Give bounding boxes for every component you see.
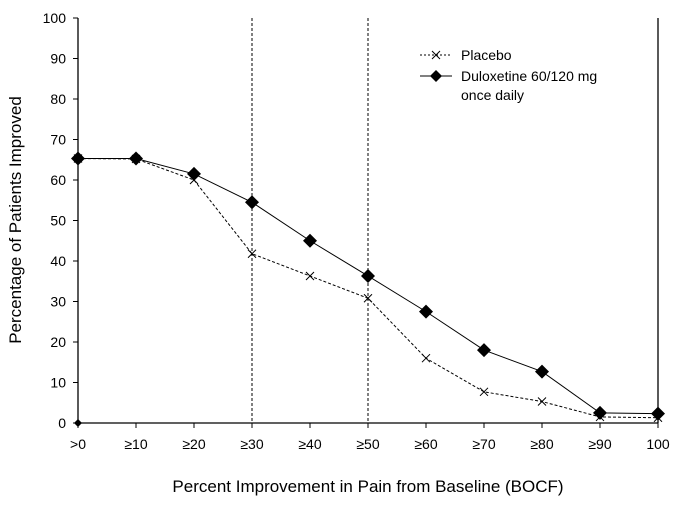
y-tick-label: 50 xyxy=(50,213,66,229)
x-tick-label: 100 xyxy=(646,436,670,452)
data-point-placebo xyxy=(421,353,431,363)
data-point-duloxetine xyxy=(71,151,85,166)
y-tick-label: 70 xyxy=(50,132,66,148)
data-point-placebo xyxy=(537,397,547,406)
x-tick-label: ≥70 xyxy=(472,436,495,452)
y-tick-label: 90 xyxy=(50,51,66,67)
y-tick-label: 20 xyxy=(50,334,66,350)
data-point-duloxetine xyxy=(187,166,201,181)
reference-lines xyxy=(74,18,369,427)
y-tick-label: 40 xyxy=(50,253,66,269)
data-point-duloxetine xyxy=(477,343,491,358)
x-tick-label: ≥60 xyxy=(414,436,437,452)
legend-placebo-label: Placebo xyxy=(461,47,512,63)
data-point-duloxetine xyxy=(419,304,433,319)
x-tick-label: ≥90 xyxy=(588,436,611,452)
data-point-duloxetine xyxy=(303,233,317,248)
data-point-placebo xyxy=(479,387,489,397)
x-tick-label: ≥80 xyxy=(530,436,553,452)
y-axis-label: Percentage of Patients Improved xyxy=(6,96,25,344)
data-point-duloxetine xyxy=(593,405,607,420)
data-point-duloxetine xyxy=(129,151,143,166)
axes: 0 10 20 30 40 50 60 70 80 90 100 >0 ≥10 ≥20 ≥30 ≥40 ≥50 ≥… xyxy=(43,10,670,452)
y-tick-label: 0 xyxy=(58,415,66,431)
data-point-duloxetine xyxy=(651,406,665,421)
legend-duloxetine-label-1: Duloxetine 60/120 mg xyxy=(461,68,597,84)
x-tick-label: ≥20 xyxy=(182,436,205,452)
series-group xyxy=(71,151,665,423)
data-point-placebo xyxy=(247,249,257,259)
x-tick-label: ≥50 xyxy=(356,436,379,452)
y-tick-label: 60 xyxy=(50,172,66,188)
y-tick-label: 80 xyxy=(50,91,66,107)
legend-duloxetine-label-2: once daily xyxy=(461,87,524,103)
legend: Placebo Duloxetine 60/120 mg once daily xyxy=(420,47,597,103)
legend-placebo-marker xyxy=(431,50,441,60)
data-point-duloxetine xyxy=(245,195,259,210)
y-tick-label: 30 xyxy=(50,294,66,310)
data-point-placebo xyxy=(305,271,315,281)
y-tick-label: 10 xyxy=(50,375,66,391)
x-axis-label: Percent Improvement in Pain from Baselin… xyxy=(172,477,563,496)
x-tick-label: ≥10 xyxy=(124,436,147,452)
y-tick-label: 100 xyxy=(43,10,67,26)
legend-duloxetine-marker xyxy=(430,70,442,82)
data-point-placebo xyxy=(363,293,373,303)
x-tick-label: >0 xyxy=(70,436,86,452)
data-point-duloxetine xyxy=(535,364,549,379)
origin-marker xyxy=(74,419,82,427)
data-point-duloxetine xyxy=(361,268,375,283)
x-tick-label: ≥40 xyxy=(298,436,321,452)
x-tick-label: ≥30 xyxy=(240,436,263,452)
